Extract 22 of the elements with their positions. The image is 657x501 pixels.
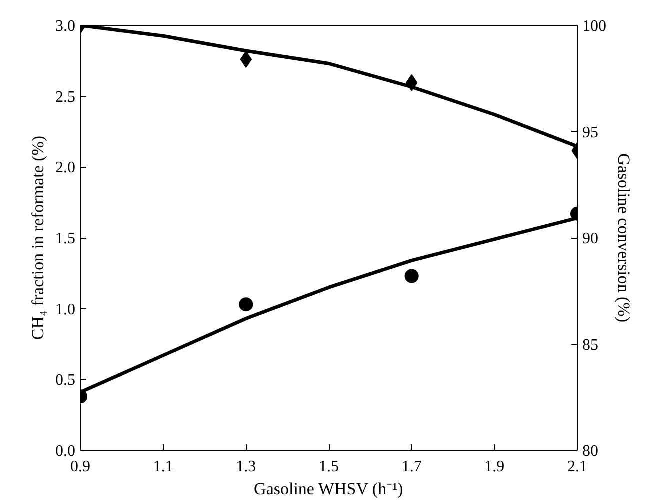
y2-tick-label: 80 <box>582 443 598 460</box>
x-tick-label: 1.5 <box>319 458 339 476</box>
x-tick-label: 1.7 <box>402 458 422 476</box>
x-tick-label: 0.9 <box>70 458 90 476</box>
y-tick-label: 2.5 <box>56 88 76 106</box>
x-tick-label: 1.9 <box>484 458 505 476</box>
y-tick-label: 0.5 <box>56 372 76 390</box>
y-tick-label: 0.0 <box>56 443 76 460</box>
x-tick-label: 2.1 <box>568 458 588 476</box>
x-tick-label: 1.3 <box>236 458 256 476</box>
y2-tick-label: 90 <box>582 230 598 248</box>
y2-tick-label: 100 <box>582 18 606 35</box>
x-axis-title: Gasoline WHSV (h⁻¹) <box>254 480 404 498</box>
y-tick-label: 1.5 <box>56 230 76 248</box>
y-tick-label: 3.0 <box>56 18 76 35</box>
y2-tick-label: 85 <box>582 336 598 354</box>
y-tick-label: 2.0 <box>56 160 76 177</box>
y-tick-label: 1.0 <box>56 301 76 318</box>
x-tick-label: 1.1 <box>153 458 174 476</box>
y-axis-title: CH₄ fraction in reformate (%) <box>28 136 48 340</box>
y2-axis-title: Gasoline conversion (%) <box>614 154 634 323</box>
y2-tick-label: 95 <box>582 124 598 142</box>
